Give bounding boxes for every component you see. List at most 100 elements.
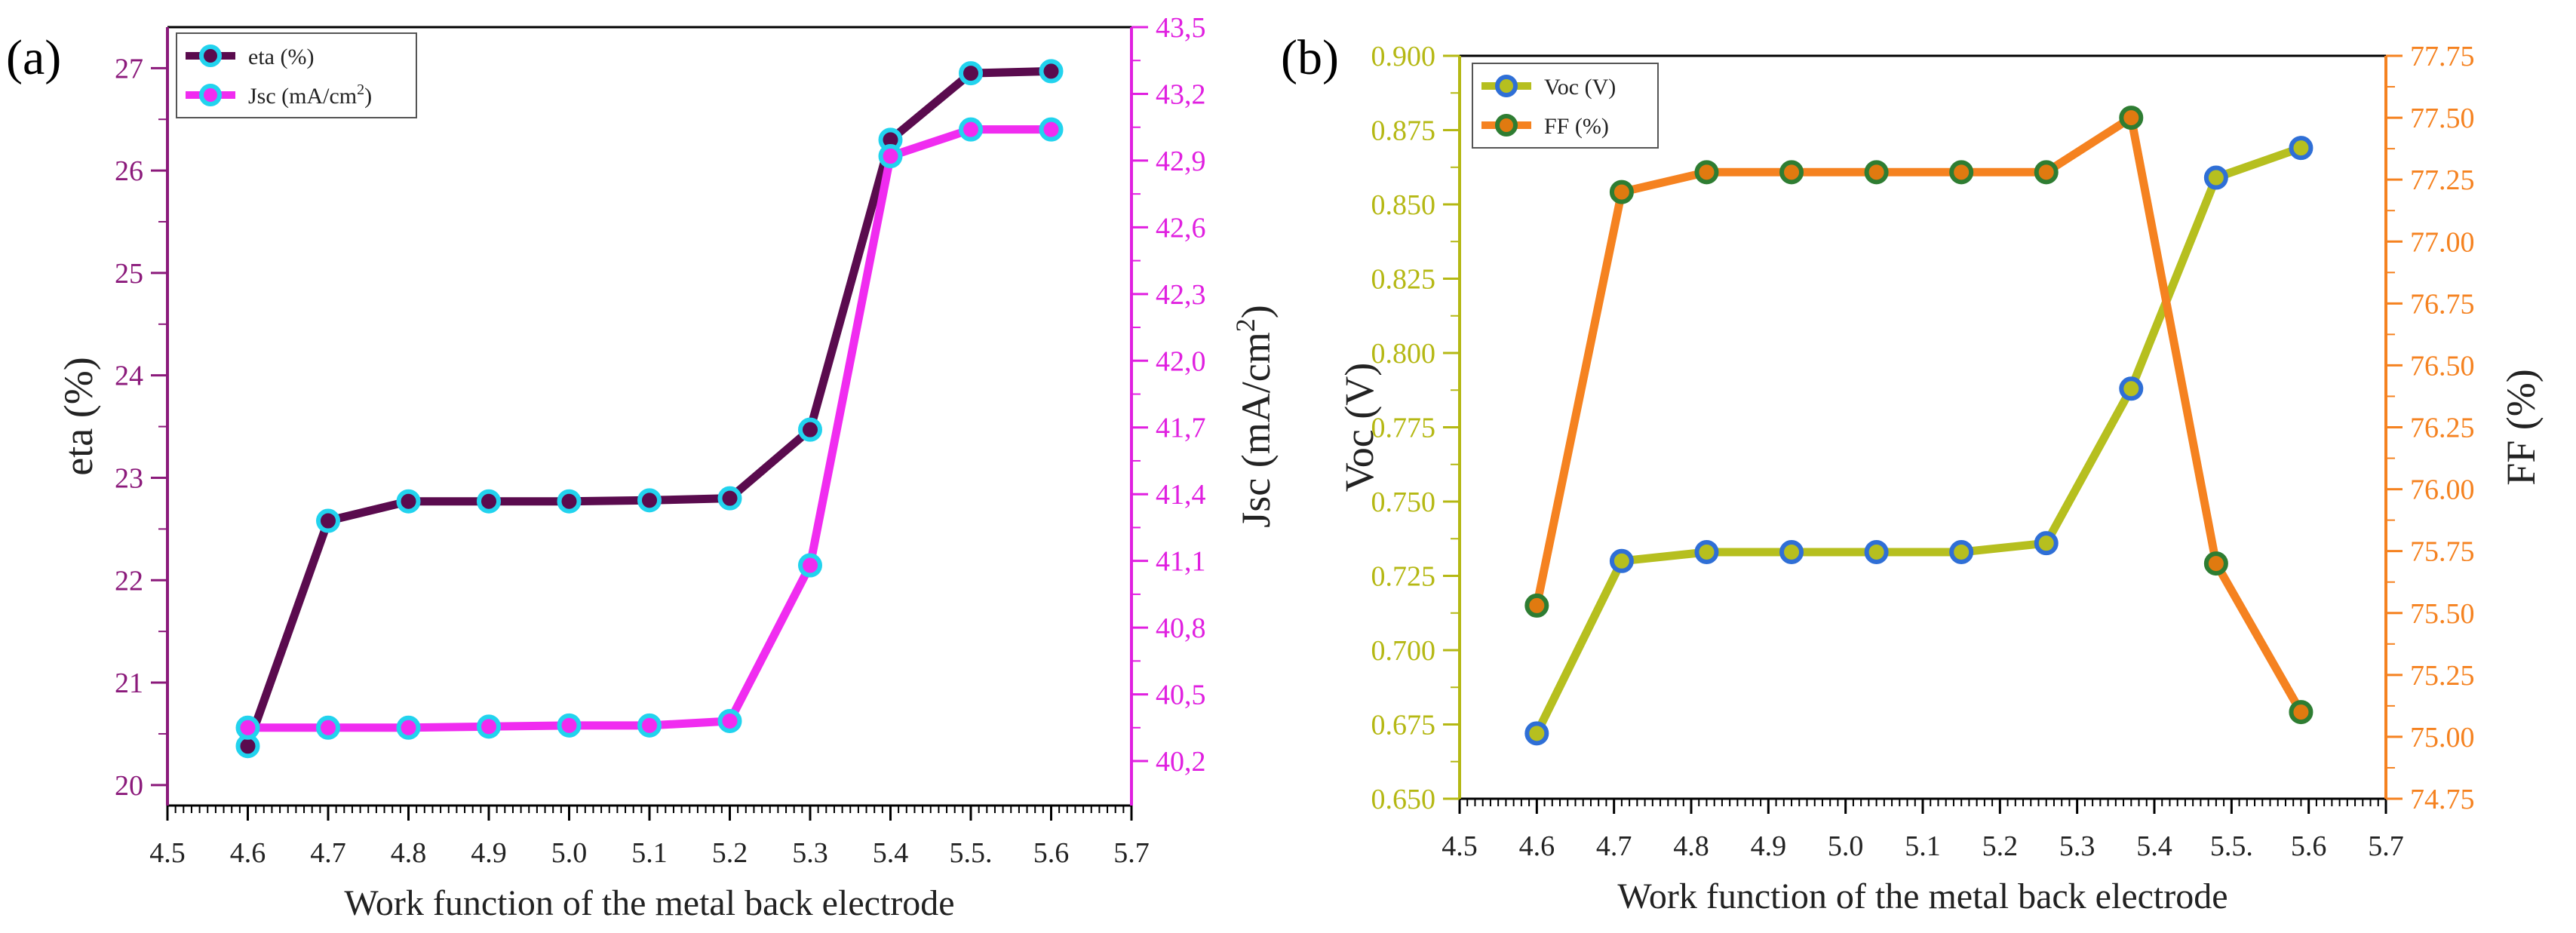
x-tick-label: 5.1: [631, 837, 668, 869]
x-tick-label: 5.6: [2291, 830, 2327, 862]
x-tick-label: 5.2: [1982, 830, 2019, 862]
data-point-series-1: [1949, 160, 1974, 185]
data-point-series-1: [717, 708, 742, 733]
data-point-series-1: [477, 714, 501, 739]
data-point-series-0: [2119, 376, 2144, 401]
y-right-tick-label: 76.00: [2410, 474, 2475, 506]
data-point-series-0: [637, 488, 662, 513]
data-point-series-0: [557, 489, 582, 514]
x-tick-label: 5.0: [551, 837, 588, 869]
x-tick-label: 5.4: [873, 837, 909, 869]
data-point-series-1: [316, 715, 340, 740]
x-axis-title: Work function of the metal back electrod…: [1617, 876, 2228, 916]
y-left-axis-title: eta (%): [56, 357, 101, 475]
y-right-tick-label: 41,4: [1156, 479, 1206, 511]
data-point-series-1: [878, 144, 903, 169]
data-point-series-1: [557, 713, 582, 738]
x-tick-label: 4.5: [149, 837, 186, 869]
y-right-tick-label: 43,5: [1156, 12, 1206, 44]
y-left-tick-label: 26: [115, 155, 143, 187]
y-right-tick-label: 41,7: [1156, 413, 1206, 444]
legend-marker: [199, 45, 222, 67]
data-point-series-1: [2289, 700, 2313, 725]
x-tick-label: 4.7: [1596, 830, 1632, 862]
legend-label-end: ): [364, 84, 372, 109]
data-point-series-0: [1524, 721, 1549, 746]
y-left-tick-label: 0.850: [1371, 189, 1436, 221]
legend-label: eta (%): [248, 45, 314, 69]
legend-label-main: Voc (V): [1544, 75, 1616, 100]
data-point-series-1: [396, 715, 421, 740]
x-tick-label: 5.5.: [950, 837, 993, 869]
x-tick-label: 5.2: [712, 837, 748, 869]
y-left-tick-label: 25: [115, 258, 143, 290]
y-right-axis-title-sup: 2: [1230, 318, 1260, 332]
x-tick-label: 5.6: [1033, 837, 1070, 869]
y-left-tick-label: 0.700: [1371, 635, 1436, 667]
y-right-tick-label: 77.50: [2410, 103, 2475, 134]
y-left-tick-label: 0.725: [1371, 561, 1436, 593]
y-right-tick-label: 77.00: [2410, 226, 2475, 258]
legend-label: FF (%): [1544, 114, 1609, 139]
y-right-axis-title: FF (%): [2498, 369, 2544, 486]
panel-label: (b): [1281, 30, 1339, 85]
y-right-tick-label: 42,0: [1156, 345, 1206, 377]
x-tick-label: 4.8: [391, 837, 427, 869]
x-tick-label: 5.5.: [2210, 830, 2253, 862]
data-point-series-1: [1864, 160, 1889, 185]
y-right-tick-label: 75.25: [2410, 660, 2475, 692]
y-left-tick-label: 24: [115, 361, 143, 392]
data-point-series-1: [1039, 117, 1064, 142]
y-left-tick-label: 0.825: [1371, 264, 1436, 296]
legend-label-sup: 2: [357, 81, 364, 98]
x-tick-label: 5.7: [1113, 837, 1150, 869]
y-right-axis-title-end: ): [1233, 305, 1279, 318]
x-tick-label: 4.8: [1673, 830, 1709, 862]
data-point-series-0: [2034, 531, 2059, 556]
y-right-tick-label: 75.50: [2410, 598, 2475, 630]
x-tick-label: 4.6: [1519, 830, 1555, 862]
data-point-series-0: [1949, 539, 1974, 564]
data-point-series-1: [2034, 160, 2059, 185]
x-tick-label: 5.4: [2136, 830, 2172, 862]
data-point-series-1: [2119, 106, 2144, 130]
data-point-series-1: [235, 715, 260, 740]
data-point-series-1: [1694, 160, 1719, 185]
data-point-series-0: [1609, 548, 1634, 573]
series-line-0: [1532, 143, 2305, 738]
data-point-series-1: [2203, 551, 2228, 576]
y-right-tick-label: 76.50: [2410, 350, 2475, 382]
x-tick-label: 4.9: [1751, 830, 1787, 862]
data-point-series-1: [1779, 160, 1804, 185]
y-right-axis-title-main: FF (%): [2498, 369, 2544, 486]
x-tick-label: 4.5: [1442, 830, 1478, 862]
data-point-series-0: [1779, 539, 1804, 564]
x-tick-label: 4.7: [310, 837, 346, 869]
data-point-series-0: [477, 489, 501, 514]
legend-marker: [199, 84, 222, 106]
y-right-tick-label: 41,1: [1156, 546, 1206, 578]
x-tick-label: 5.0: [1828, 830, 1864, 862]
y-right-tick-label: 40,5: [1156, 680, 1206, 711]
data-point-series-0: [396, 489, 421, 514]
y-left-tick-label: 0.875: [1371, 115, 1436, 147]
y-left-tick-label: 0.750: [1371, 486, 1436, 518]
data-point-series-0: [2203, 165, 2228, 190]
legend-marker: [1495, 114, 1518, 137]
y-left-tick-label: 0.800: [1371, 338, 1436, 370]
y-right-tick-label: 42,9: [1156, 146, 1206, 177]
data-point-series-1: [798, 553, 822, 578]
y-left-tick-label: 0.675: [1371, 710, 1436, 741]
y-right-tick-label: 77.25: [2410, 164, 2475, 196]
data-point-series-0: [2289, 136, 2313, 161]
data-point-series-0: [717, 486, 742, 511]
y-left-tick-label: 0.650: [1371, 784, 1436, 815]
y-left-tick-label: 20: [115, 770, 143, 802]
y-left-axis-title: Voc (V): [1337, 363, 1382, 492]
x-tick-label: 5.1: [1905, 830, 1941, 862]
legend-marker: [1495, 75, 1518, 97]
y-right-tick-label: 76.75: [2410, 288, 2475, 320]
x-axis-title: Work function of the metal back electrod…: [344, 883, 954, 923]
data-point-series-0: [316, 508, 340, 533]
